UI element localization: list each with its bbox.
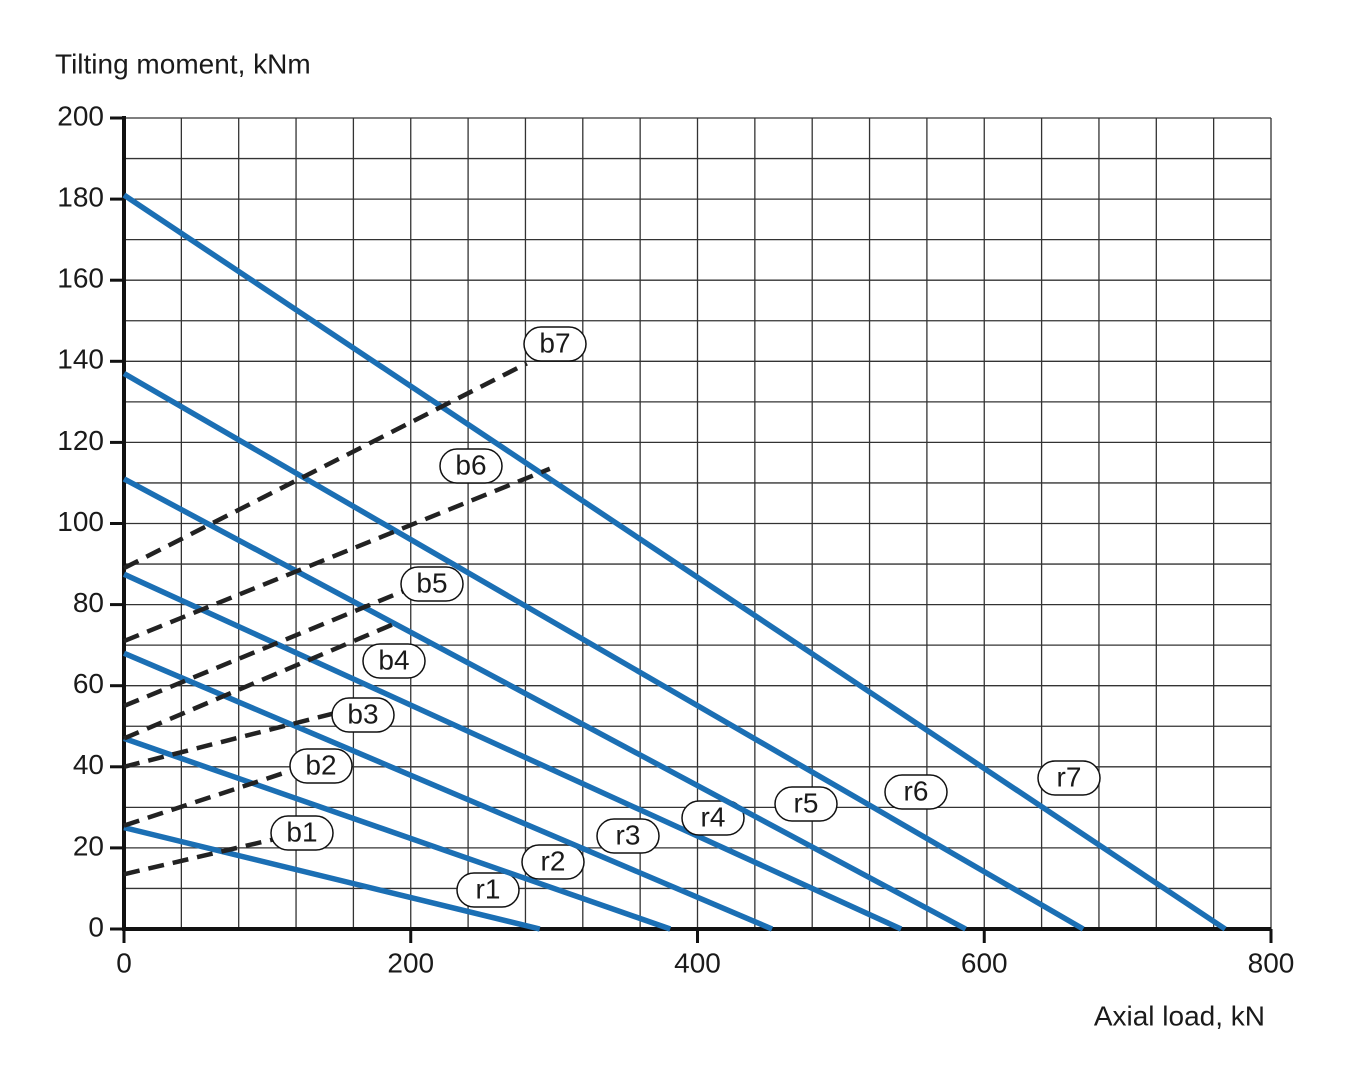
y-tick-label: 140 xyxy=(57,344,104,375)
x-tick-label: 400 xyxy=(674,947,721,978)
series-label: b2 xyxy=(305,749,336,780)
label-oval xyxy=(400,566,464,602)
x-tick-label: 0 xyxy=(116,947,132,978)
series-label: r5 xyxy=(794,787,819,818)
series-line xyxy=(122,571,903,932)
x-axis-label: Axial load, kN xyxy=(1094,1000,1265,1031)
series-line xyxy=(123,835,281,877)
x-tick-label: 800 xyxy=(1248,947,1295,978)
label-oval xyxy=(289,748,353,784)
label-oval xyxy=(523,326,587,362)
series-label: b6 xyxy=(455,449,486,480)
y-tick-label: 40 xyxy=(73,749,104,780)
y-tick-label: 20 xyxy=(73,830,104,861)
series-line xyxy=(122,361,528,571)
series-line xyxy=(123,466,551,644)
label-oval xyxy=(884,774,948,810)
y-tick-label: 80 xyxy=(73,587,104,618)
label-oval xyxy=(681,800,745,836)
y-tick-label: 120 xyxy=(57,425,104,456)
series-label: r4 xyxy=(701,801,726,832)
y-tick-label: 100 xyxy=(57,506,104,537)
series-line xyxy=(123,735,672,932)
label-oval xyxy=(456,872,520,908)
series-label: r3 xyxy=(616,819,641,850)
series-line xyxy=(123,824,541,932)
series-line xyxy=(122,476,967,932)
y-tick-label: 160 xyxy=(57,263,104,294)
label-oval xyxy=(596,818,660,854)
x-tick-label: 600 xyxy=(961,947,1008,978)
label-oval xyxy=(1037,760,1101,796)
series-label: r6 xyxy=(904,775,929,806)
series-label: r1 xyxy=(476,873,501,904)
x-tick-label: 200 xyxy=(387,947,434,978)
series-label: b5 xyxy=(416,567,447,598)
y-tick-label: 60 xyxy=(73,668,104,699)
y-axis-label: Tilting moment, kNm xyxy=(55,48,311,79)
label-oval xyxy=(774,786,838,822)
label-oval xyxy=(362,643,426,679)
label-oval xyxy=(439,448,503,484)
series-label: r2 xyxy=(541,845,566,876)
series-label: b1 xyxy=(286,816,317,847)
series-line xyxy=(122,650,774,932)
series-label: b4 xyxy=(378,644,409,675)
series-line xyxy=(122,371,1085,932)
label-oval xyxy=(331,697,395,733)
series-line xyxy=(123,588,406,709)
series-line xyxy=(123,768,292,828)
label-oval xyxy=(521,844,585,880)
y-tick-label: 180 xyxy=(57,181,104,212)
label-oval xyxy=(270,815,334,851)
series-line xyxy=(123,709,340,769)
series-line xyxy=(122,192,1227,932)
series-label: b7 xyxy=(539,327,570,358)
y-tick-label: 200 xyxy=(57,100,104,131)
series-label: r7 xyxy=(1057,761,1082,792)
series-label: b3 xyxy=(347,698,378,729)
y-tick-label: 0 xyxy=(88,911,104,942)
